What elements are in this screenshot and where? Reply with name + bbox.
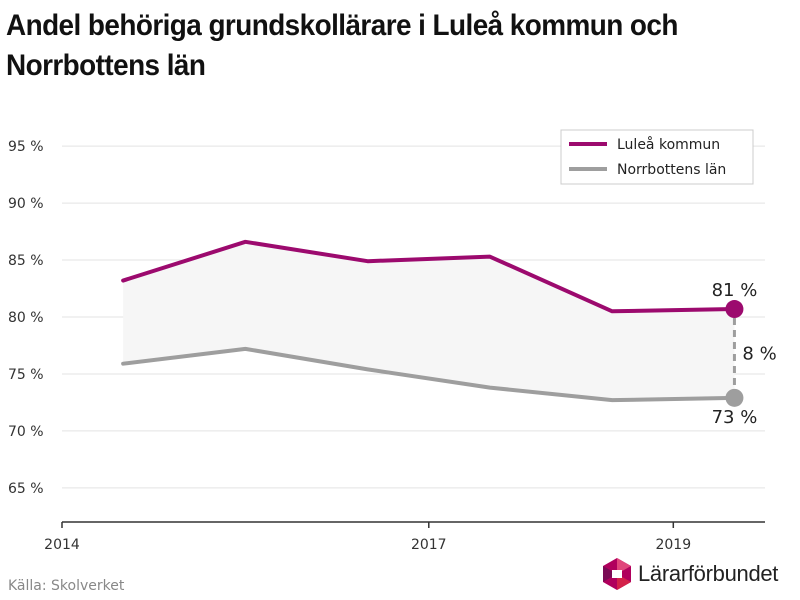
legend-label: Norrbottens län [617, 162, 726, 178]
gap-label: 8 % [742, 343, 776, 364]
lararforbundet-logo-icon [603, 558, 631, 590]
end-point-lulea [725, 300, 744, 319]
chart-title: Andel behöriga grundskollärare i Luleå k… [6, 9, 678, 82]
y-tick-label: 80 % [8, 310, 44, 326]
end-label-norrbotten: 73 % [712, 407, 758, 428]
source-note: Källa: Skolverket [8, 578, 125, 594]
legend-box [560, 129, 754, 185]
y-tick-label: 90 % [8, 196, 44, 212]
x-tick-label: 2017 [411, 537, 447, 553]
y-tick-label: 70 % [8, 424, 44, 440]
legend: Luleå kommun Norrbottens län [560, 129, 754, 185]
y-tick-label: 85 % [8, 253, 44, 269]
x-tick-label: 2014 [44, 537, 80, 553]
gap-fill-area [123, 241, 735, 401]
brand-logo: Lärarförbundet [602, 557, 778, 591]
series-line-lulea [121, 239, 737, 314]
end-label-lulea: 81 % [712, 280, 758, 301]
legend-label: Luleå kommun [617, 136, 720, 153]
y-tick-label: 65 % [8, 481, 44, 497]
series-line-norrbotten [121, 346, 737, 403]
x-tick-label: 2019 [655, 537, 691, 553]
logo-text: Lärarförbundet [638, 561, 779, 586]
y-tick-label: 95 % [8, 139, 44, 155]
end-point-norrbotten [725, 388, 744, 407]
y-tick-label: 75 % [8, 367, 44, 383]
